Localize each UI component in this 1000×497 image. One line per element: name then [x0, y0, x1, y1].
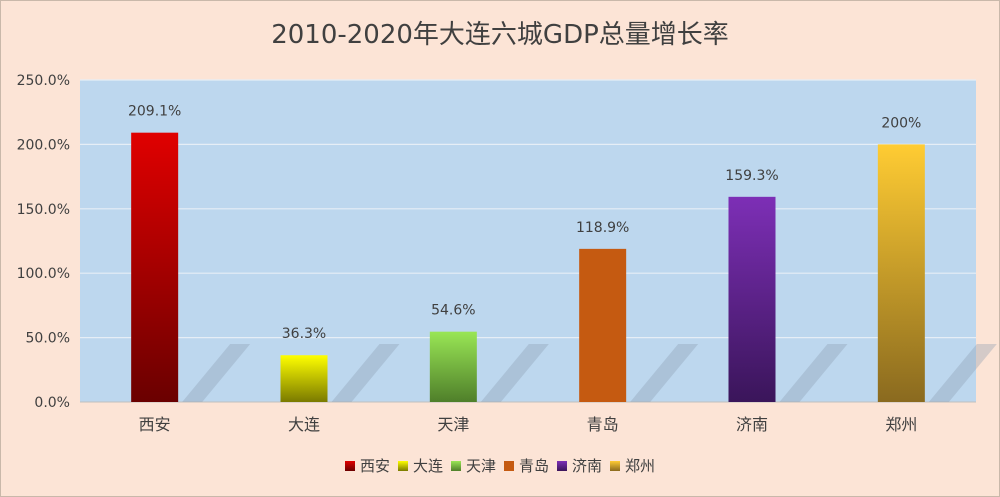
legend-item: 青岛 — [504, 455, 549, 476]
y-tick-label: 200.0% — [17, 137, 70, 153]
y-tick-label: 100.0% — [17, 266, 70, 282]
bar-shadow — [779, 344, 848, 402]
data-label: 159.3% — [725, 168, 778, 184]
bar — [728, 196, 776, 402]
bar — [280, 355, 328, 402]
y-tick-label: 50.0% — [26, 331, 70, 347]
data-label: 36.3% — [282, 326, 326, 342]
x-tick-label: 大连 — [288, 415, 320, 434]
bar — [579, 248, 627, 402]
bar-shadow — [630, 344, 699, 402]
bar-shadow — [182, 344, 251, 402]
legend-item: 济南 — [557, 455, 602, 476]
legend-item: 天津 — [450, 455, 496, 476]
y-tick-label: 150.0% — [17, 202, 70, 218]
data-label: 54.6% — [431, 303, 475, 319]
legend-item: 西安 — [344, 455, 390, 476]
bar-shadow — [331, 344, 400, 402]
legend-swatch — [504, 461, 514, 471]
x-tick-label: 郑州 — [885, 415, 917, 434]
x-tick-label: 天津 — [437, 415, 469, 434]
x-tick-label: 青岛 — [587, 415, 619, 434]
legend-label: 天津 — [465, 457, 496, 475]
legend-label: 西安 — [359, 457, 390, 475]
x-tick-label: 济南 — [736, 415, 768, 434]
legend-swatch — [610, 461, 621, 471]
legend: 西安 大连 天津 青岛 济南 郑州 — [0, 455, 1000, 476]
legend-swatch — [397, 461, 408, 471]
bar-shadow — [480, 344, 549, 402]
bar — [131, 132, 179, 402]
bar — [877, 144, 925, 402]
legend-item: 大连 — [397, 455, 443, 476]
legend-label: 郑州 — [625, 457, 656, 475]
legend-swatch — [557, 461, 568, 471]
legend-swatch — [450, 461, 461, 471]
legend-label: 大连 — [412, 457, 443, 475]
data-label: 209.1% — [128, 104, 181, 120]
data-label: 118.9% — [576, 220, 629, 236]
plot-area — [80, 80, 976, 402]
legend-item: 郑州 — [610, 455, 655, 476]
legend-label: 济南 — [572, 457, 603, 475]
legend-swatch — [344, 461, 355, 471]
chart-title: 2010-2020年大连六城GDP总量增长率 — [271, 20, 729, 50]
data-label: 200% — [881, 115, 921, 131]
y-tick-label: 0.0% — [34, 395, 70, 411]
y-tick-label: 250.0% — [17, 73, 70, 89]
legend-label: 青岛 — [519, 457, 550, 475]
bar-shadow — [928, 344, 997, 402]
x-tick-label: 西安 — [139, 415, 171, 434]
bar — [429, 331, 477, 402]
